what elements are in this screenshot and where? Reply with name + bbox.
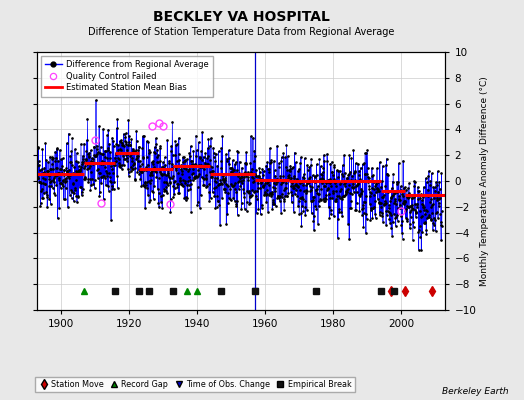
Text: Berkeley Earth: Berkeley Earth bbox=[442, 387, 508, 396]
Legend: Difference from Regional Average, Quality Control Failed, Estimated Station Mean: Difference from Regional Average, Qualit… bbox=[41, 56, 213, 96]
Text: Difference of Station Temperature Data from Regional Average: Difference of Station Temperature Data f… bbox=[88, 27, 394, 37]
Y-axis label: Monthly Temperature Anomaly Difference (°C): Monthly Temperature Anomaly Difference (… bbox=[481, 76, 489, 286]
Text: BECKLEY VA HOSPITAL: BECKLEY VA HOSPITAL bbox=[152, 10, 330, 24]
Legend: Station Move, Record Gap, Time of Obs. Change, Empirical Break: Station Move, Record Gap, Time of Obs. C… bbox=[36, 376, 355, 392]
